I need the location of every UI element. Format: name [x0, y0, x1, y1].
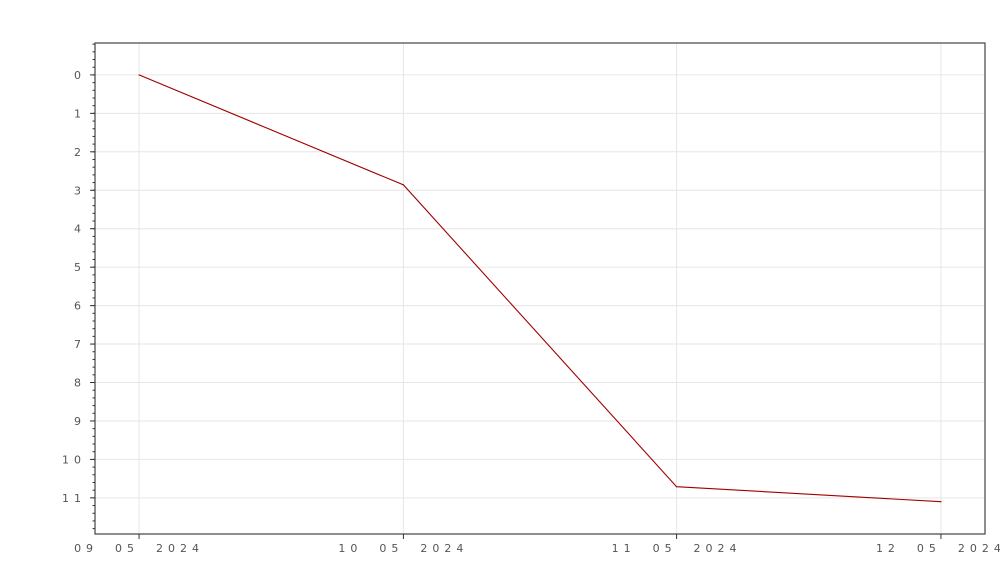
y-tick-label: 3	[74, 184, 86, 197]
y-tick-label: 7	[74, 338, 86, 351]
data-point	[940, 501, 942, 503]
x-tick-label: 12 05 2024	[876, 542, 1000, 555]
data-point	[402, 184, 405, 186]
y-tick-label: 8	[74, 377, 86, 390]
series-line	[138, 74, 941, 503]
plot-frame	[94, 42, 986, 535]
y-tick-label: 5	[74, 261, 86, 274]
y-tick-label: 4	[74, 223, 86, 236]
y-tick-label: 0	[74, 69, 86, 82]
y-tick-label: 9	[74, 415, 86, 428]
x-tick-label: 09 05 2024	[74, 542, 204, 555]
y-tick-label: 11	[62, 492, 86, 505]
y-tick-label: 2	[74, 146, 86, 159]
y-tick-label: 6	[74, 300, 86, 313]
data-point	[675, 486, 678, 488]
y-tick-label: 10	[62, 453, 86, 466]
x-tick-label: 10 05 2024	[338, 542, 468, 555]
x-tick-label: 11 05 2024	[612, 542, 742, 555]
y-tick-label: 1	[74, 107, 86, 120]
data-point	[138, 74, 140, 76]
